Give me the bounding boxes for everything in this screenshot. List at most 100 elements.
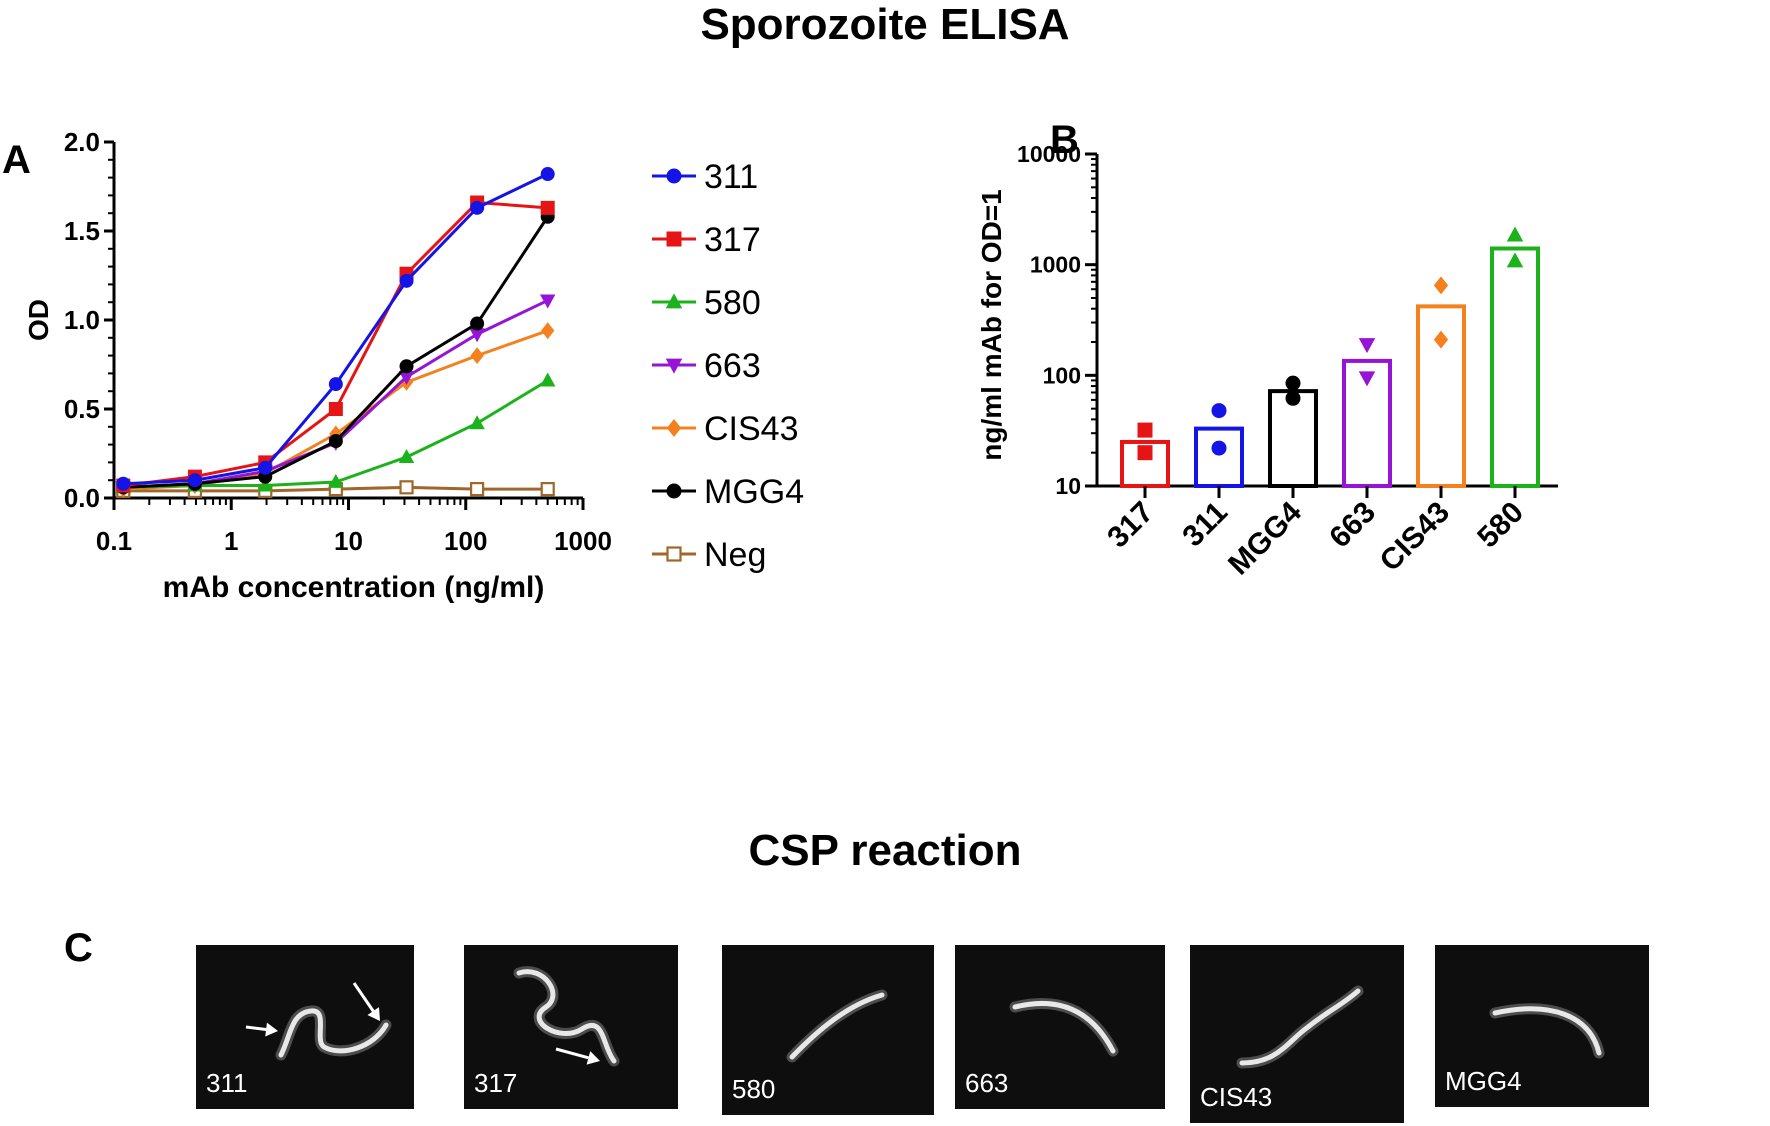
data-point-580 — [398, 449, 415, 464]
chart-a-line-plot: 0.0 0.5 1.0 1.5 2.0 0.1 1 10 100 1000 mAb concentr… — [23, 127, 804, 604]
legend-marker-cis43 — [666, 419, 682, 437]
y-axis-label-a: OD — [23, 299, 54, 341]
data-point-317 — [1137, 445, 1153, 461]
data-point-neg — [540, 482, 555, 497]
x-tick-label-mgg4: MGG4 — [1222, 495, 1308, 581]
sporozoite-image — [245, 982, 392, 1061]
micrograph-cis43: CIS43 — [1190, 945, 1404, 1123]
micrograph-label: CIS43 — [1200, 1082, 1273, 1112]
data-point-311 — [540, 167, 555, 182]
data-point-580 — [469, 415, 485, 430]
sporozoite-glow — [513, 966, 620, 1067]
y-tick-label-a: 1.5 — [64, 216, 100, 246]
chart-b-bar-plot: 10 100 1000 10000 ng/ml mAb for OD=1 317 311MG… — [976, 141, 1558, 581]
legend-marker-311 — [666, 168, 682, 184]
data-point-317 — [1137, 422, 1153, 438]
data-point-663 — [398, 371, 415, 386]
micrograph-label: 311 — [206, 1068, 248, 1098]
data-point-cis43 — [1433, 276, 1449, 295]
micrograph-label: MGG4 — [1445, 1066, 1522, 1096]
arrow-icon — [367, 1007, 380, 1021]
sporozoite-image — [1009, 997, 1119, 1057]
legend-marker-mgg4 — [666, 483, 682, 499]
sporozoite-image — [786, 989, 888, 1063]
micrograph-663: 663 — [955, 945, 1165, 1109]
sporozoite-body — [516, 969, 617, 1064]
data-point-cis43 — [470, 347, 484, 364]
micrograph-311: 311 — [196, 945, 414, 1109]
data-point-311 — [258, 460, 273, 475]
y-tick-label-b: 1000 — [1030, 252, 1081, 278]
data-point-580 — [1506, 252, 1524, 268]
y-tick-label-a: 1.0 — [64, 305, 100, 335]
legend-label-317: 317 — [704, 221, 761, 259]
data-point-cis43 — [1433, 330, 1449, 349]
data-point-580 — [328, 473, 344, 488]
data-point-663 — [1358, 338, 1376, 354]
y-tick-label-b: 100 — [1043, 362, 1081, 388]
data-point-mgg4 — [1285, 390, 1301, 406]
data-point-mgg4 — [1285, 375, 1301, 391]
data-point-311 — [328, 377, 343, 392]
y-axis-label-b: ng/ml mAb for OD=1 — [976, 189, 1007, 460]
sporozoite-body — [1492, 1006, 1602, 1056]
legend-label-mgg4: MGG4 — [704, 473, 804, 511]
x-tick-label-580: 580 — [1471, 496, 1530, 555]
legend-label-neg: Neg — [704, 536, 766, 574]
data-point-neg — [470, 482, 485, 497]
micrograph-317: 317 — [464, 945, 678, 1109]
y-tick-label-b: 10000 — [1017, 141, 1081, 167]
x-tick-label-a: 1 — [224, 526, 238, 556]
x-tick-label-663: 663 — [1323, 496, 1382, 555]
y-tick-label-b: 10 — [1055, 473, 1081, 499]
data-point-311 — [1211, 440, 1227, 456]
y-tick-label-a: 0.0 — [64, 483, 100, 513]
figure-title-elisa: Sporozoite ELISA — [700, 0, 1070, 49]
data-point-317 — [328, 402, 343, 416]
sporozoite-image — [1236, 985, 1364, 1069]
data-point-cis43 — [329, 425, 343, 443]
sporozoite-body — [1012, 1000, 1116, 1054]
legend-label-580: 580 — [704, 284, 761, 322]
data-point-311 — [1211, 403, 1227, 419]
sporozoite-glow — [1489, 1003, 1605, 1059]
x-tick-label-a: 1000 — [554, 526, 612, 556]
y-tick-label-a: 2.0 — [64, 127, 100, 157]
bar-580 — [1490, 246, 1540, 488]
x-tick-label-a: 10 — [334, 526, 363, 556]
micrograph-label: 580 — [732, 1074, 776, 1104]
bar-311 — [1194, 426, 1244, 489]
micrograph-mgg4: MGG4 — [1435, 945, 1649, 1107]
data-point-663 — [540, 294, 556, 309]
data-point-311 — [470, 200, 485, 215]
data-point-663 — [1358, 371, 1376, 387]
arrow-icon — [586, 1051, 600, 1065]
data-point-mgg4 — [328, 434, 343, 449]
data-point-neg — [399, 480, 414, 495]
sporozoite-image — [513, 966, 620, 1067]
data-point-580 — [257, 477, 273, 492]
sporozoite-image — [1489, 1003, 1605, 1059]
legend-label-cis43: CIS43 — [704, 410, 799, 448]
arrow-shaft — [352, 982, 375, 1012]
data-point-311 — [399, 273, 414, 288]
x-axis-label-a: mAb concentration (ng/ml) — [163, 571, 545, 604]
data-point-mgg4 — [399, 359, 414, 374]
x-tick-label-a: 0.1 — [96, 526, 132, 556]
data-point-mgg4 — [470, 316, 485, 331]
arrow-icon — [265, 1022, 278, 1037]
legend-label-663: 663 — [704, 347, 761, 385]
panel-label-a: A — [2, 138, 31, 182]
legend-marker-317 — [666, 231, 682, 247]
arrow-shaft — [555, 1047, 589, 1060]
data-point-580 — [1506, 226, 1524, 242]
arrow-shaft — [245, 1025, 267, 1031]
sporozoite-glow — [786, 989, 888, 1063]
sporozoite-body — [1239, 988, 1361, 1066]
micrograph-580: 580 — [722, 945, 934, 1115]
sporozoite-body — [278, 1008, 389, 1058]
data-point-317 — [540, 200, 555, 215]
data-point-311 — [187, 473, 202, 488]
x-tick-label-311: 311 — [1176, 496, 1234, 554]
micrograph-label: 317 — [474, 1068, 518, 1098]
